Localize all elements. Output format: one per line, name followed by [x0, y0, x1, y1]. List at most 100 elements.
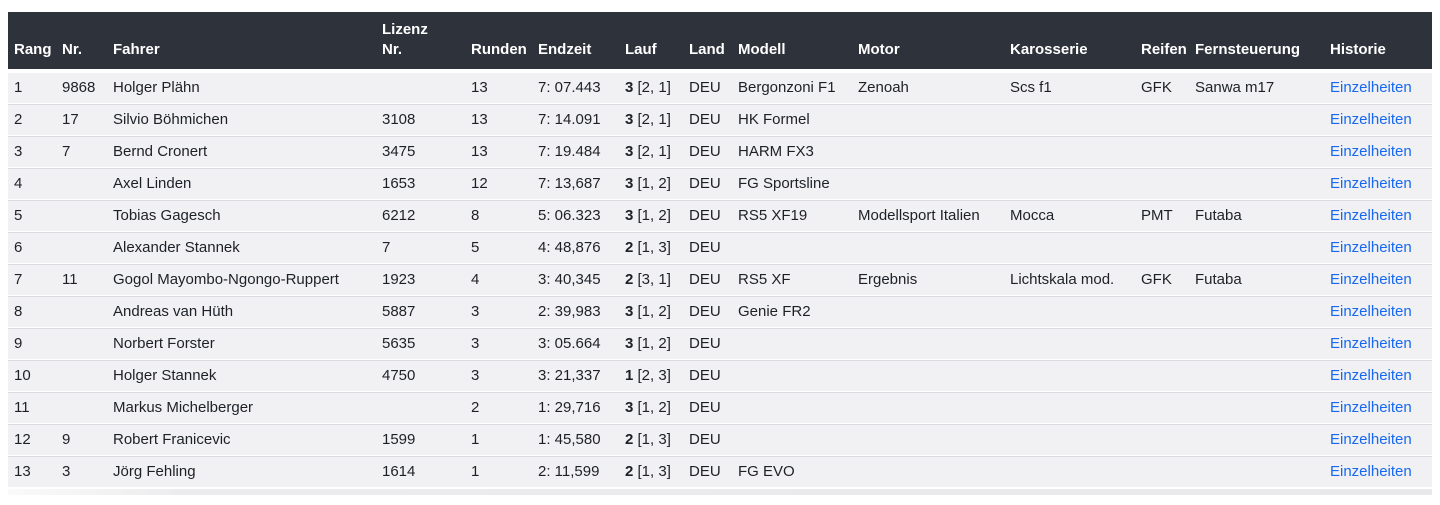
details-link[interactable]: Einzelheiten	[1330, 143, 1412, 160]
cell-motor	[852, 328, 1004, 360]
cell-reifen	[1135, 456, 1189, 488]
cell-lizenz: 1923	[376, 264, 465, 296]
cell-endzeit: 7: 07.443	[532, 72, 619, 104]
details-link[interactable]: Einzelheiten	[1330, 79, 1412, 96]
column-header-runden: Runden	[465, 12, 532, 72]
cell-karosserie	[1004, 360, 1135, 392]
column-header-rang: Rang	[8, 12, 56, 72]
cell-runden: 3	[465, 360, 532, 392]
table-row: 6 Alexander Stannek 7 5 4: 48,876 2 [1, 3] DEU…	[8, 232, 1432, 264]
cell-motor	[852, 232, 1004, 264]
cell-lauf: 3 [1, 2]	[619, 168, 683, 200]
cell-fahrer: Tobias Gagesch	[107, 200, 376, 232]
column-header-fahrer: Fahrer	[107, 12, 376, 72]
cell-fernsteuerung	[1189, 424, 1324, 456]
lauf-detail: [2, 3]	[633, 367, 671, 384]
cell-land: DEU	[683, 456, 732, 488]
cell-lauf: 3 [2, 1]	[619, 136, 683, 168]
column-header-karosserie: Karosserie	[1004, 12, 1135, 72]
cell-rang: 13	[8, 456, 56, 488]
column-header-historie: Historie	[1324, 12, 1432, 72]
cell-runden: 3	[465, 328, 532, 360]
cell-rang: 1	[8, 72, 56, 104]
cell-land: DEU	[683, 264, 732, 296]
lauf-number: 2	[625, 271, 634, 288]
bottom-divider	[8, 489, 1432, 495]
cell-nr	[56, 168, 107, 200]
cell-lauf: 3 [1, 2]	[619, 392, 683, 424]
cell-runden: 1	[465, 424, 532, 456]
cell-lizenz: 5887	[376, 296, 465, 328]
cell-fahrer: Alexander Stannek	[107, 232, 376, 264]
cell-lauf: 3 [1, 2]	[619, 200, 683, 232]
cell-motor	[852, 360, 1004, 392]
cell-endzeit: 3: 21,337	[532, 360, 619, 392]
details-link[interactable]: Einzelheiten	[1330, 271, 1412, 288]
cell-rang: 5	[8, 200, 56, 232]
details-link[interactable]: Einzelheiten	[1330, 175, 1412, 192]
cell-karosserie	[1004, 104, 1135, 136]
cell-lizenz: 7	[376, 232, 465, 264]
cell-nr: 9868	[56, 72, 107, 104]
cell-rang: 2	[8, 104, 56, 136]
cell-karosserie	[1004, 168, 1135, 200]
cell-motor	[852, 104, 1004, 136]
cell-reifen	[1135, 136, 1189, 168]
column-header-endzeit: Endzeit	[532, 12, 619, 72]
results-body: 1 9868 Holger Plähn 13 7: 07.443 3 [2, 1] DEU B…	[8, 72, 1432, 488]
column-header-modell: Modell	[732, 12, 852, 72]
cell-fernsteuerung	[1189, 104, 1324, 136]
details-link[interactable]: Einzelheiten	[1330, 367, 1412, 384]
details-link[interactable]: Einzelheiten	[1330, 111, 1412, 128]
cell-historie: Einzelheiten	[1324, 136, 1432, 168]
cell-endzeit: 3: 40,345	[532, 264, 619, 296]
cell-historie: Einzelheiten	[1324, 328, 1432, 360]
cell-modell: HK Formel	[732, 104, 852, 136]
cell-reifen	[1135, 296, 1189, 328]
table-row: 13 3 Jörg Fehling 1614 1 2: 11,599 2 [1, 3] DEU…	[8, 456, 1432, 488]
cell-modell: FG Sportsline	[732, 168, 852, 200]
cell-land: DEU	[683, 392, 732, 424]
cell-karosserie: Lichtskala mod.	[1004, 264, 1135, 296]
cell-reifen	[1135, 424, 1189, 456]
cell-endzeit: 7: 14.091	[532, 104, 619, 136]
details-link[interactable]: Einzelheiten	[1330, 207, 1412, 224]
cell-land: DEU	[683, 72, 732, 104]
cell-fahrer: Holger Plähn	[107, 72, 376, 104]
lauf-number: 3	[625, 303, 634, 320]
cell-karosserie	[1004, 136, 1135, 168]
column-header-motor: Motor	[852, 12, 1004, 72]
cell-nr: 17	[56, 104, 107, 136]
cell-land: DEU	[683, 104, 732, 136]
cell-nr: 9	[56, 424, 107, 456]
table-row: 9 Norbert Forster 5635 3 3: 05.664 3 [1, 2] DE…	[8, 328, 1432, 360]
details-link[interactable]: Einzelheiten	[1330, 399, 1412, 416]
cell-historie: Einzelheiten	[1324, 360, 1432, 392]
cell-motor	[852, 456, 1004, 488]
lauf-number: 2	[625, 431, 634, 448]
cell-karosserie	[1004, 232, 1135, 264]
cell-fahrer: Gogol Mayombo-Ngongo-Ruppert	[107, 264, 376, 296]
table-row: 1 9868 Holger Plähn 13 7: 07.443 3 [2, 1] DEU B…	[8, 72, 1432, 104]
details-link[interactable]: Einzelheiten	[1330, 431, 1412, 448]
cell-historie: Einzelheiten	[1324, 424, 1432, 456]
cell-runden: 13	[465, 72, 532, 104]
cell-fernsteuerung	[1189, 328, 1324, 360]
cell-lizenz	[376, 72, 465, 104]
cell-fernsteuerung	[1189, 360, 1324, 392]
details-link[interactable]: Einzelheiten	[1330, 335, 1412, 352]
details-link[interactable]: Einzelheiten	[1330, 463, 1412, 480]
cell-fernsteuerung: Futaba	[1189, 200, 1324, 232]
cell-fahrer: Jörg Fehling	[107, 456, 376, 488]
cell-endzeit: 7: 19.484	[532, 136, 619, 168]
cell-land: DEU	[683, 360, 732, 392]
column-header-reifen: Reifen	[1135, 12, 1189, 72]
details-link[interactable]: Einzelheiten	[1330, 303, 1412, 320]
cell-karosserie: Scs f1	[1004, 72, 1135, 104]
details-link[interactable]: Einzelheiten	[1330, 239, 1412, 256]
cell-fernsteuerung	[1189, 296, 1324, 328]
cell-lauf: 2 [3, 1]	[619, 264, 683, 296]
cell-runden: 2	[465, 392, 532, 424]
cell-lizenz: 1614	[376, 456, 465, 488]
cell-land: DEU	[683, 136, 732, 168]
